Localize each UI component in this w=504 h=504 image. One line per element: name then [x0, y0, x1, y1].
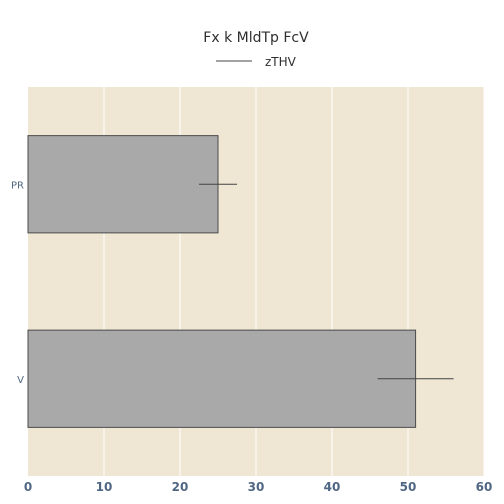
- x-tick-label: 50: [400, 480, 417, 494]
- legend-label: zTHV: [265, 55, 297, 69]
- x-tick-label: 60: [476, 480, 493, 494]
- x-tick-label: 40: [324, 480, 341, 494]
- bars: [27, 135, 417, 428]
- y-tick-label: PR: [11, 180, 24, 191]
- chart-title: Fx k MldTp FcV: [203, 30, 309, 46]
- bar: [27, 329, 417, 428]
- x-axis-ticks: 0 10 20 30 40 50 60: [24, 480, 493, 494]
- x-tick-label: 10: [96, 480, 113, 494]
- x-tick-label: 20: [172, 480, 189, 494]
- x-tick-label: 0: [24, 480, 32, 494]
- y-axis-ticks: PR V: [11, 180, 24, 386]
- y-tick-label: V: [17, 375, 24, 386]
- x-tick-label: 30: [248, 480, 265, 494]
- error-bars: [199, 183, 454, 380]
- legend[interactable]: zTHV: [216, 55, 297, 69]
- bar: [27, 135, 219, 234]
